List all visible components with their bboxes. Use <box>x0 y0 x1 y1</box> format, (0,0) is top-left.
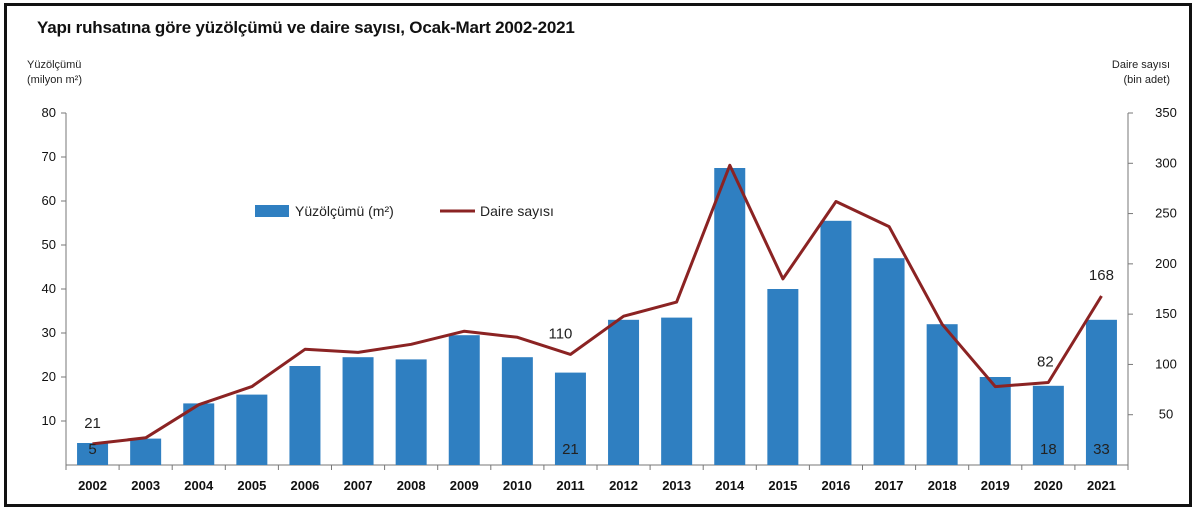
x-axis-tick-label: 2009 <box>450 478 479 493</box>
left-axis-tick-label: 30 <box>42 325 56 340</box>
x-axis-tick-label: 2008 <box>397 478 426 493</box>
left-axis-tick-label: 70 <box>42 149 56 164</box>
data-labels: 5 21 18 33 21 110 82 168 <box>84 267 1114 458</box>
bar <box>342 357 374 465</box>
axes: 10 20 30 40 50 60 70 80 50 100 150 200 250 300 350 2002… <box>42 105 1177 493</box>
bar <box>979 377 1011 465</box>
line-series <box>92 163 1103 446</box>
right-axis-tick-label: 250 <box>1155 206 1177 221</box>
x-axis-tick-label: 2017 <box>875 478 904 493</box>
right-axis-tick-label: 200 <box>1155 256 1177 271</box>
right-axis-tick-label: 350 <box>1155 105 1177 120</box>
bar-data-label: 18 <box>1040 441 1057 458</box>
right-axis-unit: Daire sayısı (bin adet) <box>1112 59 1170 86</box>
bar <box>767 289 799 465</box>
bar <box>926 324 958 465</box>
left-axis-unit-line: Yüzölçümü <box>27 59 81 71</box>
right-axis-tick-label: 300 <box>1155 155 1177 170</box>
left-axis-tick-label: 40 <box>42 281 56 296</box>
x-axis-tick-label: 2019 <box>981 478 1010 493</box>
left-axis-unit: Yüzölçümü (milyon m²) <box>27 59 82 86</box>
legend-swatch-bar <box>255 205 289 217</box>
bar <box>77 443 109 465</box>
x-axis-tick-label: 2007 <box>344 478 373 493</box>
x-axis-tick-label: 2004 <box>184 478 214 493</box>
right-axis-tick-label: 100 <box>1155 356 1177 371</box>
bar-data-label: 33 <box>1093 441 1110 458</box>
x-axis-tick-label: 2013 <box>662 478 691 493</box>
x-axis-tick-label: 2011 <box>556 478 584 493</box>
left-axis-unit-line: (milyon m²) <box>27 74 82 86</box>
x-axis-tick-label: 2012 <box>609 478 638 493</box>
left-axis-tick-label: 80 <box>42 105 56 120</box>
bar <box>183 403 215 465</box>
bar <box>1032 385 1064 465</box>
x-axis-tick-label: 2015 <box>768 478 797 493</box>
bar <box>1085 319 1117 465</box>
legend: Yüzölçümü (m²) Daire sayısı <box>255 203 554 219</box>
bar <box>130 438 162 465</box>
x-axis-tick-label: 2020 <box>1034 478 1063 493</box>
bar-data-label: 21 <box>562 441 579 458</box>
x-axis-tick-label: 2002 <box>78 478 107 493</box>
legend-label-bar: Yüzölçümü (m²) <box>295 203 394 219</box>
bar-series <box>77 168 1117 465</box>
left-axis-tick-label: 60 <box>42 193 56 208</box>
bar <box>714 168 746 465</box>
right-axis-tick-label: 50 <box>1159 407 1173 422</box>
x-axis-tick-label: 2016 <box>821 478 850 493</box>
line-data-label: 110 <box>548 325 572 342</box>
right-axis-unit-line: Daire sayısı <box>1112 59 1170 71</box>
x-axis-tick-label: 2018 <box>928 478 957 493</box>
bar <box>236 394 268 465</box>
bar <box>873 258 905 465</box>
right-axis-unit-line: (bin adet) <box>1124 74 1170 86</box>
line-data-label: 82 <box>1037 354 1054 371</box>
bar <box>289 366 321 465</box>
line-data-label: 168 <box>1089 267 1114 284</box>
x-axis-tick-label: 2010 <box>503 478 532 493</box>
x-axis-tick-label: 2014 <box>715 478 745 493</box>
bar-data-label: 5 <box>88 441 96 458</box>
left-axis-tick-label: 50 <box>42 237 56 252</box>
bar <box>448 335 480 465</box>
bar <box>501 357 533 465</box>
bar <box>554 372 586 465</box>
bar <box>395 359 427 465</box>
right-axis-tick-label: 150 <box>1155 306 1177 321</box>
series-line-daire-sayisi <box>92 163 1103 446</box>
bar <box>661 317 693 465</box>
chart-title: Yapı ruhsatına göre yüzölçümü ve daire s… <box>37 18 575 37</box>
x-axis-tick-label: 2003 <box>131 478 160 493</box>
bar <box>608 319 640 465</box>
x-axis-tick-label: 2021 <box>1087 478 1116 493</box>
bar <box>820 220 852 465</box>
x-axis-tick-label: 2005 <box>237 478 266 493</box>
legend-label-line: Daire sayısı <box>480 203 554 219</box>
x-axis-tick-label: 2006 <box>290 478 319 493</box>
left-axis-tick-label: 20 <box>42 369 56 384</box>
line-data-label: 21 <box>84 415 101 432</box>
left-axis-tick-label: 10 <box>42 413 56 428</box>
